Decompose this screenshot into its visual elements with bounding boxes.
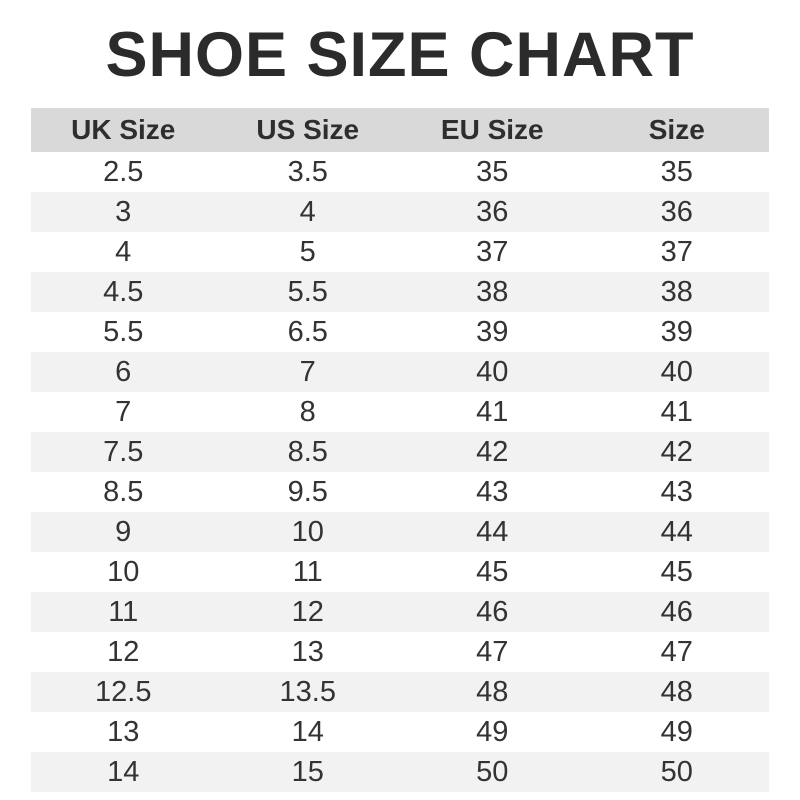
table-cell: 40 (584, 352, 769, 392)
table-cell: 12.5 (31, 672, 216, 712)
table-cell: 50 (400, 752, 585, 792)
column-header: UK Size (31, 108, 216, 152)
table-cell: 7 (215, 352, 400, 392)
table-head: UK Size US Size EU Size Size (31, 108, 769, 152)
table-cell: 11 (31, 592, 216, 632)
column-header: Size (584, 108, 769, 152)
table-row: 5.5 6.5 39 39 (31, 312, 769, 352)
table-cell: 12 (31, 632, 216, 672)
table-cell: 50 (584, 752, 769, 792)
table-cell: 15 (215, 752, 400, 792)
size-chart-table: UK Size US Size EU Size Size 2.5 3.5 35 35 3 4 36… (31, 108, 769, 792)
table-cell: 9.5 (215, 472, 400, 512)
table-cell: 10 (31, 552, 216, 592)
table-row: 2.5 3.5 35 35 (31, 152, 769, 192)
table-cell: 8.5 (215, 432, 400, 472)
table-cell: 14 (215, 712, 400, 752)
table-cell: 46 (400, 592, 585, 632)
table-header-row: UK Size US Size EU Size Size (31, 108, 769, 152)
table-cell: 38 (584, 272, 769, 312)
table-cell: 48 (584, 672, 769, 712)
table-row: 3 4 36 36 (31, 192, 769, 232)
table-cell: 35 (400, 152, 585, 192)
table-cell: 8.5 (31, 472, 216, 512)
table-cell: 6 (31, 352, 216, 392)
table-row: 7.5 8.5 42 42 (31, 432, 769, 472)
table-cell: 3.5 (215, 152, 400, 192)
table-cell: 43 (400, 472, 585, 512)
table-row: 14 15 50 50 (31, 752, 769, 792)
table-cell: 7.5 (31, 432, 216, 472)
table-cell: 40 (400, 352, 585, 392)
table-cell: 8 (215, 392, 400, 432)
table-cell: 41 (584, 392, 769, 432)
table-row: 10 11 45 45 (31, 552, 769, 592)
table-row: 7 8 41 41 (31, 392, 769, 432)
table-cell: 49 (584, 712, 769, 752)
table-cell: 39 (584, 312, 769, 352)
table-cell: 39 (400, 312, 585, 352)
table-cell: 37 (400, 232, 585, 272)
table-cell: 4 (215, 192, 400, 232)
table-cell: 13.5 (215, 672, 400, 712)
table-cell: 48 (400, 672, 585, 712)
table-body: 2.5 3.5 35 35 3 4 36 36 4 5 37 37 4.5 5.5 38 38 5.5 6.5 39… (31, 152, 769, 792)
table-cell: 49 (400, 712, 585, 752)
table-cell: 46 (584, 592, 769, 632)
table-cell: 45 (400, 552, 585, 592)
table-cell: 12 (215, 592, 400, 632)
table-row: 8.5 9.5 43 43 (31, 472, 769, 512)
table-row: 4.5 5.5 38 38 (31, 272, 769, 312)
table-cell: 5.5 (31, 312, 216, 352)
table-cell: 38 (400, 272, 585, 312)
table-cell: 5.5 (215, 272, 400, 312)
table-cell: 44 (584, 512, 769, 552)
table-cell: 4.5 (31, 272, 216, 312)
table-cell: 43 (584, 472, 769, 512)
table-cell: 47 (584, 632, 769, 672)
table-cell: 35 (584, 152, 769, 192)
table-cell: 11 (215, 552, 400, 592)
table-row: 12 13 47 47 (31, 632, 769, 672)
table-row: 13 14 49 49 (31, 712, 769, 752)
table-row: 6 7 40 40 (31, 352, 769, 392)
table-cell: 37 (584, 232, 769, 272)
table-cell: 4 (31, 232, 216, 272)
table-row: 12.5 13.5 48 48 (31, 672, 769, 712)
column-header: US Size (215, 108, 400, 152)
table-cell: 45 (584, 552, 769, 592)
table-cell: 42 (400, 432, 585, 472)
table-cell: 42 (584, 432, 769, 472)
table-cell: 44 (400, 512, 585, 552)
table-row: 11 12 46 46 (31, 592, 769, 632)
table-cell: 10 (215, 512, 400, 552)
table-cell: 13 (215, 632, 400, 672)
table-cell: 41 (400, 392, 585, 432)
table-cell: 6.5 (215, 312, 400, 352)
table-cell: 13 (31, 712, 216, 752)
table-row: 9 10 44 44 (31, 512, 769, 552)
table-cell: 7 (31, 392, 216, 432)
column-header: EU Size (400, 108, 585, 152)
table-cell: 47 (400, 632, 585, 672)
table-cell: 36 (584, 192, 769, 232)
table-cell: 5 (215, 232, 400, 272)
table-cell: 9 (31, 512, 216, 552)
page-title: SHOE SIZE CHART (105, 20, 695, 90)
table-cell: 2.5 (31, 152, 216, 192)
table-cell: 14 (31, 752, 216, 792)
table-row: 4 5 37 37 (31, 232, 769, 272)
table-cell: 3 (31, 192, 216, 232)
table-cell: 36 (400, 192, 585, 232)
